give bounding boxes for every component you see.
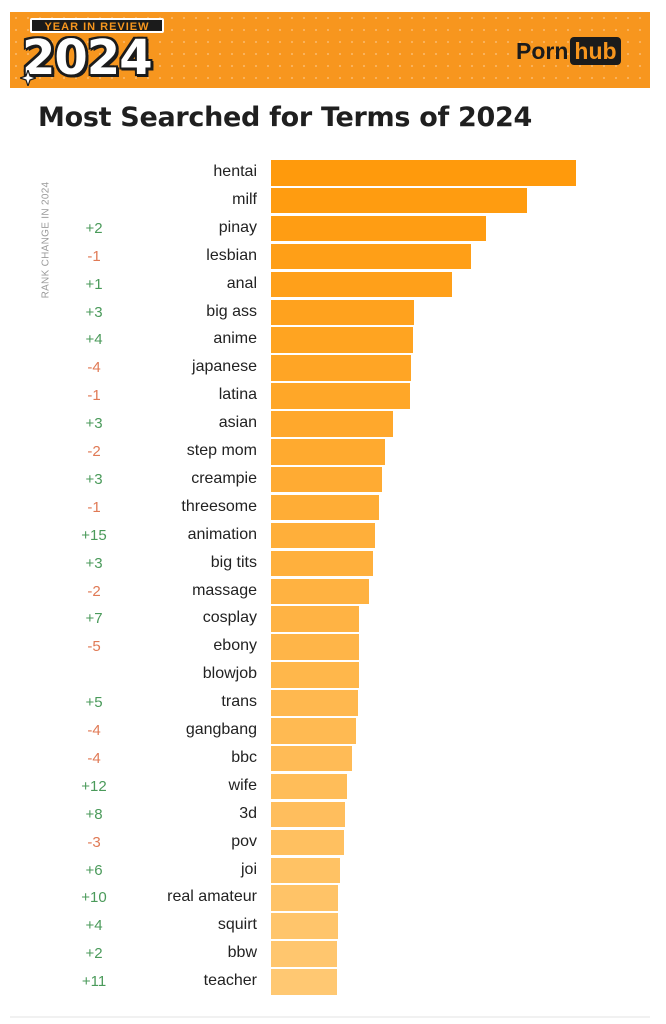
term-label: asian	[218, 414, 257, 432]
rank-change-label: +3	[85, 554, 103, 572]
rank-change-label: +8	[85, 805, 103, 823]
bar-pov	[271, 829, 345, 856]
bar-blowjob	[271, 662, 359, 688]
term-label: big tits	[210, 553, 257, 571]
term-label: pov	[231, 832, 257, 850]
rank-change-label: +2	[85, 945, 103, 963]
rank-change-label: -1	[87, 498, 101, 516]
bar-real-amateur	[271, 885, 339, 911]
term-label: hentai	[213, 163, 257, 180]
year-in-review-badge: YEAR IN REVIEW 2024	[20, 18, 168, 86]
rank-change-label: +4	[85, 917, 103, 935]
term-label: wife	[228, 776, 257, 794]
term-label: threesome	[181, 497, 257, 515]
term-label: anime	[213, 330, 257, 348]
term-label: trans	[221, 693, 257, 711]
term-label: 3d	[239, 804, 257, 822]
rank-change-label: -5	[87, 638, 101, 656]
term-label: creampie	[191, 469, 257, 487]
bar-asian	[271, 411, 393, 437]
logo-text-left: Porn	[516, 38, 569, 64]
bar-teacher	[271, 969, 337, 995]
rank-change-label: +4	[85, 331, 103, 349]
bar-3d	[271, 801, 345, 828]
bar-ebony	[271, 634, 359, 660]
rank-change-label: +3	[85, 303, 103, 321]
term-label: ebony	[213, 637, 257, 655]
bar-step-mom	[271, 439, 386, 465]
term-label: massage	[192, 581, 257, 599]
bottom-divider	[10, 1016, 650, 1018]
sparkle-icon	[20, 70, 36, 86]
bar-animation	[271, 522, 375, 549]
term-label: animation	[187, 525, 257, 543]
bar-anime	[271, 327, 413, 353]
bar-bbc	[271, 745, 352, 772]
rank-change-label: +7	[85, 610, 103, 628]
term-label: joi	[240, 860, 257, 878]
bar-lesbian	[271, 243, 471, 270]
rank-change-label: +2	[85, 219, 103, 237]
term-label: big ass	[206, 302, 257, 320]
bar-japanese	[271, 355, 412, 381]
rank-change-label: -4	[87, 749, 101, 767]
bar-joi	[271, 857, 340, 883]
rank-change-label: +1	[85, 275, 103, 293]
term-label: step mom	[186, 442, 257, 459]
bar-massage	[271, 578, 369, 604]
bar-latina	[271, 383, 410, 409]
rank-change-label: -2	[87, 582, 101, 600]
rank-change-label: +10	[81, 889, 107, 907]
site-logo: Porn hub	[516, 36, 621, 66]
bar-creampie	[271, 466, 383, 493]
rank-change-label: +6	[85, 861, 103, 879]
rank-change-label: -1	[87, 387, 101, 405]
rank-change-label: +11	[81, 973, 107, 991]
bar-anal	[271, 271, 453, 298]
term-label: blowjob	[202, 665, 257, 683]
bar-threesome	[271, 494, 380, 521]
badge-year: 2024	[22, 30, 153, 86]
rank-change-label: +3	[85, 415, 103, 433]
term-label: lesbian	[206, 246, 257, 264]
term-label: pinay	[218, 218, 257, 236]
term-label: milf	[232, 190, 257, 208]
rank-change-label: -2	[87, 443, 101, 460]
logo-text-right: hub	[570, 37, 621, 65]
bar-gangbang	[271, 718, 357, 744]
rank-change-label: +15	[81, 526, 107, 544]
bar-cosplay	[271, 606, 360, 632]
bar-squirt	[271, 913, 339, 939]
bar-bbw	[271, 941, 338, 967]
rank-change-label: -3	[87, 833, 101, 851]
term-label: japanese	[192, 358, 257, 376]
term-label: bbw	[227, 944, 257, 962]
term-label: cosplay	[202, 609, 257, 627]
chart-title: Most Searched for Terms of 2024	[38, 102, 532, 133]
bar-hentai	[271, 160, 576, 186]
term-label: teacher	[203, 972, 257, 990]
year-in-review-banner: YEAR IN REVIEW 2024 Porn hub	[10, 12, 650, 88]
badge-top-text: YEAR IN REVIEW	[30, 18, 164, 33]
rank-change-label: -4	[87, 359, 101, 377]
term-label: latina	[218, 386, 257, 404]
rank-change-label: -4	[87, 722, 101, 739]
term-label: gangbang	[185, 721, 257, 738]
bar-wife	[271, 773, 348, 800]
bar-milf	[271, 187, 528, 214]
rank-change-label: +12	[81, 777, 107, 795]
bar-chart: hentai milf pinay +2 lesbian -1 anal +1 big ass +…	[0, 160, 666, 1004]
bar-big-ass	[271, 299, 415, 325]
bar-pinay	[271, 215, 487, 242]
rank-change-label: +5	[85, 694, 103, 712]
term-label: anal	[226, 274, 257, 292]
bar-trans	[271, 690, 358, 716]
rank-change-label: +3	[85, 470, 103, 488]
rank-change-label: -1	[87, 247, 101, 265]
term-label: bbc	[231, 748, 257, 766]
term-label: squirt	[217, 916, 257, 934]
term-label: real amateur	[167, 888, 257, 906]
bar-big-tits	[271, 550, 374, 577]
